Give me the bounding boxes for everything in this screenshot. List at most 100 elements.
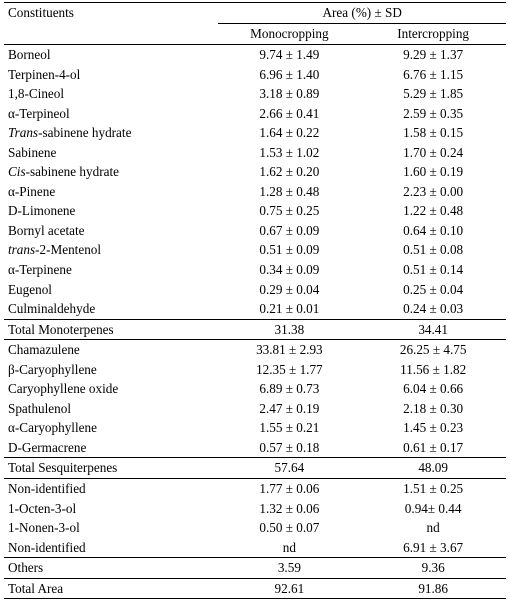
intercropping-value: 0.25 ± 0.04 (403, 281, 464, 297)
constituent-name: -sabinene hydrate (25, 164, 119, 180)
constituent-name-cell: Borneol (4, 45, 218, 65)
constituent-name: Non-identified (8, 539, 86, 555)
table-row: α-Pinene 1.28 ± 0.48 2.23 ± 0.00 (4, 182, 506, 202)
monocropping-value: 1.32 ± 0.06 (259, 500, 320, 516)
constituent-name-cell: Total Monoterpenes (4, 318, 219, 340)
table-row: Borneol 9.74 ± 1.49 9.29 ± 1.37 (4, 45, 506, 65)
table-row: Trans-sabinene hydrate 1.64 ± 0.22 1.58 ± … (4, 123, 506, 143)
constituent-name: Culminaldehyde (8, 301, 96, 317)
table-row: Eugenol 0.29 ± 0.04 0.25 ± 0.04 (4, 280, 506, 300)
table-row: Others 3.59 9.36 (4, 557, 506, 579)
monocropping-value: 57.64 (218, 457, 361, 479)
constituent-name: Terpinen-4-ol (8, 66, 81, 82)
header-intercropping: Intercropping (360, 23, 506, 45)
intercropping-value: 0.51 ± 0.08 (403, 242, 464, 258)
intercropping-value: 0.24 ± 0.03 (403, 301, 464, 317)
table-row: Culminaldehyde 0.21 ± 0.01 0.24 ± 0.03 (4, 299, 506, 319)
constituent-name-cell: Chamazulene (4, 339, 219, 360)
constituent-name: -sabinene hydrate (38, 125, 132, 141)
intercropping-value: 1.22 ± 0.48 (403, 203, 464, 219)
monocropping-value: 0.57 ± 0.18 (259, 439, 320, 455)
monocropping-value: 2.47 ± 0.19 (259, 400, 320, 416)
constituent-name: 1,8-Cineol (8, 86, 65, 102)
constituent-name: Chamazulene (8, 342, 80, 358)
constituent-name: α-Caryophyllene (8, 420, 97, 436)
intercropping-value: 34.41 (360, 318, 506, 340)
table-row: α-Terpineol 2.66 ± 0.41 2.59 ± 0.35 (4, 104, 506, 124)
monocropping-value: 3.59 (218, 557, 361, 579)
intercropping-value: 5.29 ± 1.85 (403, 86, 464, 102)
intercropping-value: 91.86 (360, 577, 506, 600)
monocropping-value: 0.50 ± 0.07 (259, 520, 320, 536)
intercropping-value: 6.76 ± 1.15 (403, 66, 464, 82)
constituent-name: Total Monoterpenes (8, 321, 114, 337)
constituent-name-cell: Total Sesquiterpenes (4, 457, 219, 479)
constituent-name: D-Germacrene (8, 439, 87, 455)
table-row: Terpinen-4-ol 6.96 ± 1.40 6.76 ± 1.15 (4, 65, 506, 85)
table-row: D-Germacrene 0.57 ± 0.18 0.61 ± 0.17 (4, 438, 506, 458)
monocropping-value: 1.53 ± 1.02 (259, 144, 320, 160)
constituent-name-cell: 1-Nonen-3-ol (4, 518, 218, 538)
constituent-name: Bornyl acetate (8, 222, 85, 238)
constituent-name-cell: Eugenol (4, 280, 218, 300)
table-row: β-Caryophyllene 12.35 ± 1.77 11.56 ± 1.82 (4, 360, 506, 380)
constituent-prefix: Trans (8, 125, 39, 141)
constituent-name: α-Pinene (8, 183, 56, 199)
constituent-name: Borneol (8, 47, 51, 62)
table-row: 1-Nonen-3-ol 0.50 ± 0.07 nd (4, 518, 506, 538)
constituent-name-cell: Trans-sabinene hydrate (4, 123, 218, 143)
constituent-name: Non-identified (8, 481, 86, 497)
table-row: Non-identified 1.77 ± 0.06 1.51 ± 0.25 (4, 478, 506, 499)
constituent-name-cell: Others (4, 557, 219, 579)
intercropping-value: 0.51 ± 0.14 (403, 262, 464, 278)
monocropping-value: 3.18 ± 0.89 (259, 86, 320, 102)
constituent-name-cell: Non-identified (4, 478, 219, 499)
monocropping-value: 92.61 (218, 577, 361, 600)
constituent-name: α-Terpinene (8, 262, 72, 278)
intercropping-value: 11.56 ± 1.82 (400, 361, 467, 377)
intercropping-value: nd (426, 520, 440, 536)
header-monocropping: Monocropping (218, 23, 361, 45)
constituent-name: Spathulenol (8, 400, 72, 416)
table-row: Caryophyllene oxide 6.89 ± 0.73 6.04 ± 0.6… (4, 379, 506, 399)
constituent-prefix: trans (8, 242, 36, 258)
monocropping-value: 9.74 ± 1.49 (259, 47, 320, 62)
constituent-name-cell: Total Area (4, 577, 219, 600)
table-row: Non-identified nd 6.91 ± 3.67 (4, 538, 506, 558)
intercropping-value: 0.61 ± 0.17 (403, 439, 464, 455)
constituent-name-cell: Terpinen-4-ol (4, 65, 218, 85)
monocropping-value: 2.66 ± 0.41 (259, 105, 320, 121)
intercropping-value: 2.59 ± 0.35 (403, 105, 464, 121)
constituent-prefix: Cis (8, 164, 26, 180)
constituent-name-cell: α-Terpineol (4, 104, 218, 124)
monocropping-value: 33.81 ± 2.93 (218, 339, 361, 360)
monocropping-value: 0.29 ± 0.04 (259, 281, 320, 297)
constituent-name-cell: β-Caryophyllene (4, 360, 218, 380)
monocropping-value: 0.34 ± 0.09 (259, 262, 320, 278)
constituent-name: Sabinene (8, 144, 57, 160)
constituent-name: D-Limonene (8, 203, 76, 219)
constituent-name-cell: Cis-sabinene hydrate (4, 162, 218, 182)
header-row-1: Constituents Area (%) ± SD (4, 2, 506, 45)
table-row: Total Area 92.61 91.86 (4, 577, 506, 600)
monocropping-value: 0.51 ± 0.09 (259, 242, 320, 258)
intercropping-value: 2.18 ± 0.30 (403, 400, 464, 416)
intercropping-value: 1.45 ± 0.23 (403, 420, 464, 436)
constituent-name: Caryophyllene oxide (8, 381, 119, 397)
constituent-name-cell: 1,8-Cineol (4, 84, 218, 104)
intercropping-value: 26.25 ± 4.75 (360, 339, 506, 360)
intercropping-value: 1.51 ± 0.25 (360, 478, 506, 499)
intercropping-value: 0.64 ± 0.10 (403, 222, 464, 238)
header-constituents: Constituents (4, 2, 219, 45)
constituent-name-cell: D-Limonene (4, 201, 218, 221)
table-row: Cis-sabinene hydrate 1.62 ± 0.20 1.60 ± 0.… (4, 162, 506, 182)
constituent-name-cell: α-Caryophyllene (4, 418, 218, 438)
monocropping-value: 1.62 ± 0.20 (259, 164, 320, 180)
constituent-name-cell: Caryophyllene oxide (4, 379, 218, 399)
table-row: α-Caryophyllene 1.55 ± 0.21 1.45 ± 0.23 (4, 418, 506, 438)
constituent-name-cell: Non-identified (4, 538, 218, 558)
table-row: Bornyl acetate 0.67 ± 0.09 0.64 ± 0.10 (4, 221, 506, 241)
intercropping-value: 0.94± 0.44 (404, 500, 462, 516)
table-row: trans-2-Mentenol 0.51 ± 0.09 0.51 ± 0.08 (4, 240, 506, 260)
